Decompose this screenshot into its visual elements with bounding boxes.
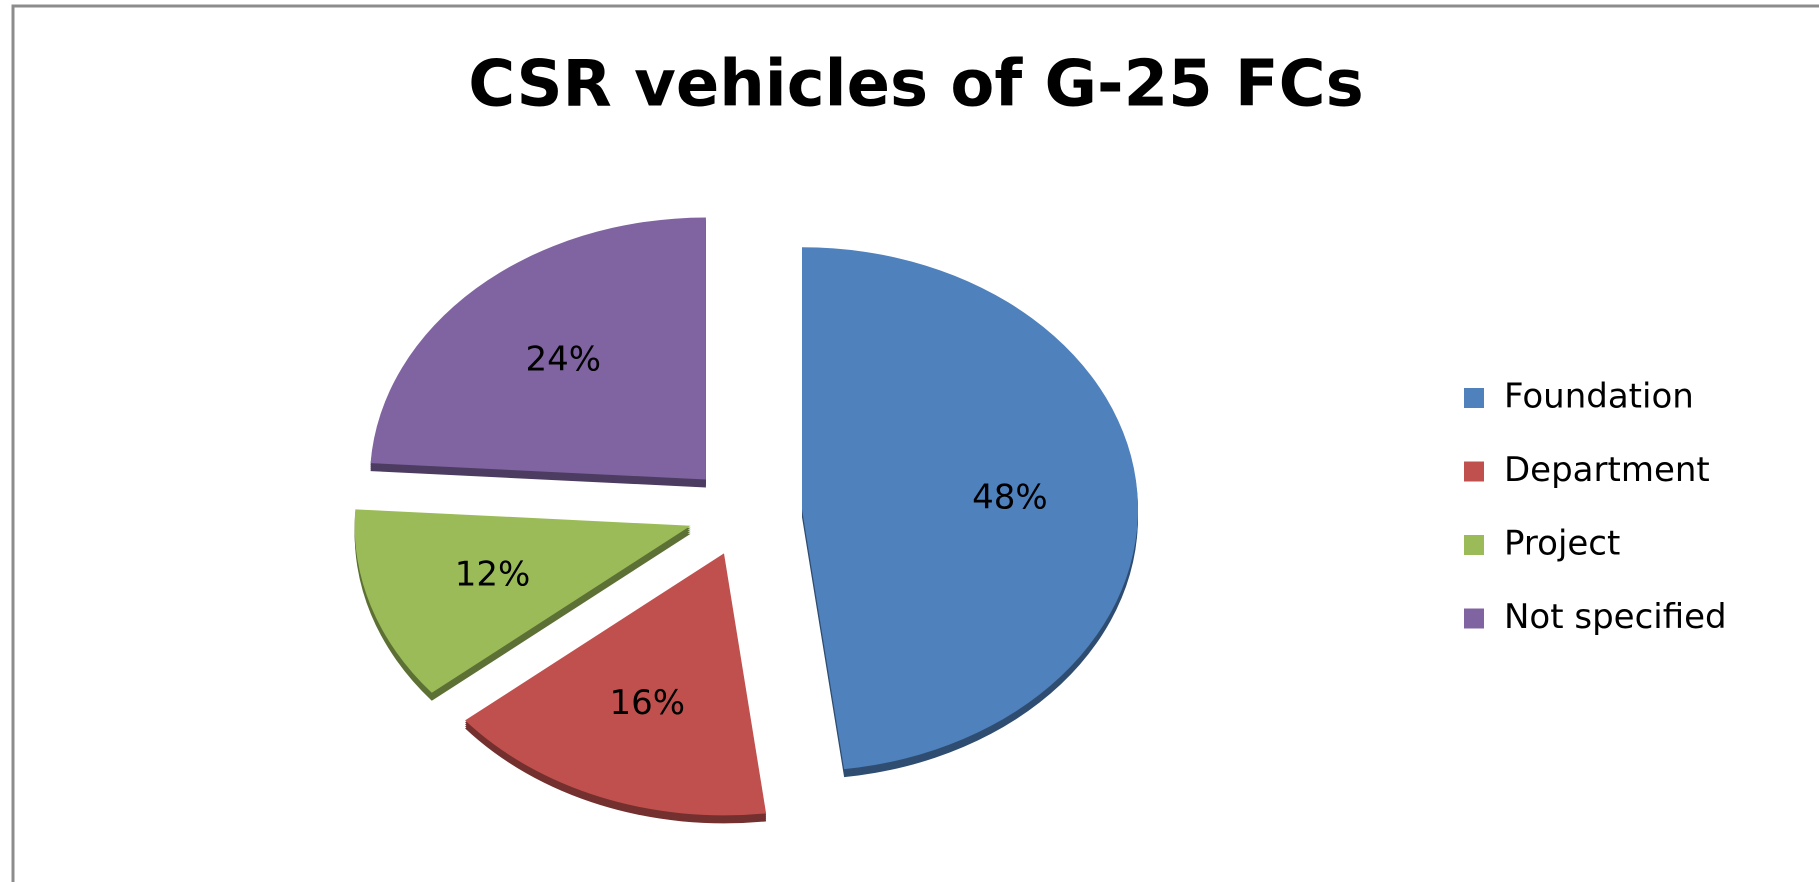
data-label: 24% [526,340,602,380]
legend-label: Department [1504,450,1710,490]
legend-swatch [1464,535,1484,555]
legend-swatch [1464,608,1484,629]
data-label: 48% [972,478,1048,518]
chart-title: CSR vehicles of G-25 FCs [468,48,1363,122]
pie-slice [370,217,706,480]
legend-swatch [1464,388,1484,408]
legend-label: Project [1504,524,1620,564]
pie-slice [465,553,767,816]
legend-label: Foundation [1504,377,1694,417]
data-label: 12% [455,554,531,594]
pie-slice [354,509,691,693]
legend-swatch [1464,461,1484,482]
legend-label: Not specified [1504,597,1727,637]
data-label: 16% [609,683,685,723]
pie-slice [802,247,1139,770]
